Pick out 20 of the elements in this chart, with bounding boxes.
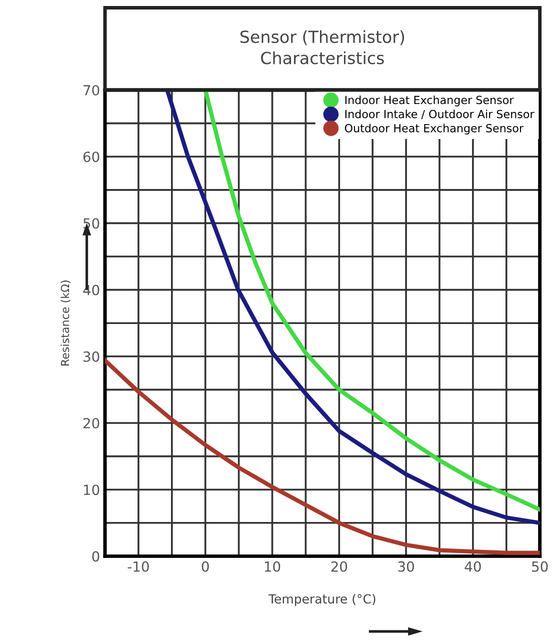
line-series [105,358,540,555]
y-axis-title: Resistance (kΩ) [60,280,71,366]
legend-label: Indoor Heat Exchanger Sensor [345,96,514,106]
y-tick-label: 30 [84,351,100,362]
x-tick-label: 0 [202,561,209,572]
y-tick-label: 0 [92,551,100,562]
x-tick-label: 30 [398,561,414,572]
x-tick-label: 10 [264,561,280,572]
chart-title: Sensor (Thermistor) Characteristics [240,30,404,64]
x-axis-title: Temperature (°C) [268,594,376,606]
x-tick-label: 50 [532,561,548,572]
legend-label: Outdoor Heat Exchanger Sensor [344,124,524,135]
x-tick-label: 20 [331,561,348,572]
y-tick-label: 60 [83,152,100,162]
y-tick-label: 70 [84,84,100,96]
y-tick-label: 20 [83,418,100,428]
legend-label: Indoor Intake / Outdoor Air Sensor [345,110,534,120]
y-tick-label: 10 [84,484,100,496]
x-tick-label: -10 [128,561,149,572]
x-tick-label: 40 [464,561,481,572]
